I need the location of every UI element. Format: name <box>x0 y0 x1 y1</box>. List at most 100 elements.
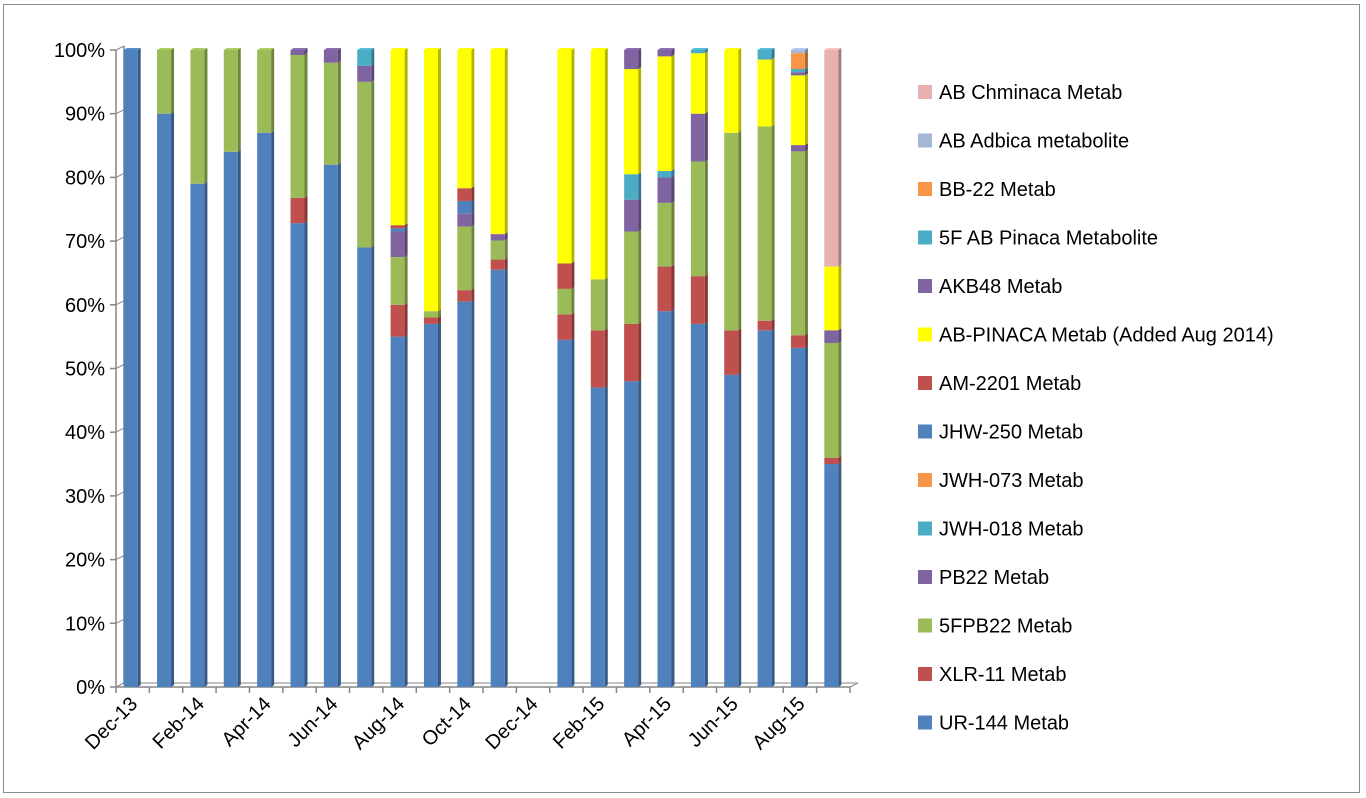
bar-segment <box>757 126 772 321</box>
x-tick-label: Feb-15 <box>549 693 609 753</box>
bar-segment <box>457 213 472 227</box>
x-tick-label: Feb-14 <box>149 693 209 753</box>
bar-segment-side <box>304 195 308 224</box>
y-tick-label: 70% <box>65 231 105 253</box>
bar-segment <box>824 343 839 458</box>
bar-segment <box>557 288 572 315</box>
bar-segment-side <box>804 51 808 70</box>
bar-segment-side <box>337 48 341 63</box>
bar-segment-side <box>638 229 642 324</box>
y-tick-label: 50% <box>65 359 105 381</box>
bar-segment-side <box>504 238 508 260</box>
bar-segment <box>657 311 672 687</box>
bar-segment <box>790 75 805 146</box>
legend-swatch <box>918 327 932 342</box>
bar-segment-side <box>671 309 675 687</box>
bar-segment <box>257 50 272 133</box>
bar-segment-side <box>304 48 308 56</box>
bar-segment-side <box>471 48 475 189</box>
bar-top-cap <box>457 48 475 50</box>
bar-segment <box>223 50 238 152</box>
legend-label: 5F AB Pinaca Metabolite <box>939 228 1158 250</box>
bar-segment-side <box>471 224 475 291</box>
bar-top-cap <box>423 48 441 50</box>
bar-segment <box>457 50 472 189</box>
bar-segment-side <box>704 48 708 54</box>
bar-segment-side <box>704 321 708 687</box>
bar-segment <box>590 330 605 388</box>
y-tick-label: 20% <box>65 550 105 572</box>
bar-top-cap <box>390 48 408 50</box>
bar-segment <box>290 223 305 687</box>
bar-segment <box>724 50 739 133</box>
y-tick-depth <box>115 109 125 115</box>
bar-segment-side <box>271 48 275 133</box>
bar-segment-side <box>337 60 341 165</box>
bar-segment-side <box>171 111 175 687</box>
bar-segment-side <box>471 299 475 687</box>
x-tick-label: Apr-14 <box>218 693 276 751</box>
legend-swatch <box>918 521 932 536</box>
y-tick-label: 10% <box>65 613 105 635</box>
bar-segment-side <box>404 223 408 229</box>
legend-swatch <box>918 279 932 293</box>
bar-segment <box>290 50 305 56</box>
bar-segment <box>390 336 405 687</box>
bar-segment-side <box>771 124 775 321</box>
floor-right-edge <box>849 682 859 688</box>
bar-segment <box>690 276 705 324</box>
bar-segment-side <box>671 175 675 203</box>
legend-swatch <box>918 618 932 633</box>
legend-swatch <box>918 667 932 681</box>
bar-segment <box>657 177 672 203</box>
bar-segment <box>690 113 705 162</box>
legend-swatch <box>918 473 932 487</box>
bar-segment-side <box>604 277 608 331</box>
bar-top-cap <box>490 48 508 50</box>
bar-segment <box>390 304 405 337</box>
bar-segment-side <box>804 149 808 336</box>
bar-segment-side <box>704 159 708 277</box>
bar-segment-side <box>171 48 175 114</box>
bar-top-cap <box>657 48 675 50</box>
bar-segment <box>624 174 639 200</box>
legend-label: JHW-250 Metab <box>939 422 1083 444</box>
legend-label: AB Adbica metabolite <box>939 131 1129 153</box>
x-tick-label: Apr-15 <box>618 693 676 751</box>
bar-segment <box>790 145 805 152</box>
bar-segment-side <box>704 111 708 162</box>
bar-segment <box>624 69 639 175</box>
bar-segment-side <box>571 337 575 687</box>
bar-segment <box>790 72 805 76</box>
bar-segment <box>290 55 305 198</box>
bar-segment <box>390 228 405 232</box>
bar-segment-side <box>804 48 808 54</box>
legend-label: 5FPB22 Metab <box>939 616 1072 638</box>
bar-segment <box>323 62 338 165</box>
bar-top-cap <box>190 48 208 50</box>
bar-segment <box>790 69 805 73</box>
bar-segment-side <box>638 379 642 687</box>
bar-segment-side <box>204 181 208 687</box>
bar-top-cap <box>123 48 141 50</box>
bar-segment <box>657 266 672 312</box>
bar-segment <box>724 330 739 375</box>
x-tick-label: Aug-14 <box>348 693 409 754</box>
legend-label: AKB48 Metab <box>939 276 1062 298</box>
legend-label: AB-PINACA Metab (Added Aug 2014) <box>939 325 1274 347</box>
bar-segment <box>457 188 472 201</box>
bar-segment-side <box>504 257 508 270</box>
bar-segment-side <box>437 48 441 312</box>
bar-top-cap <box>624 48 642 50</box>
legend-swatch <box>918 230 932 245</box>
bar-segment-side <box>237 48 241 152</box>
bar-segment <box>190 183 205 687</box>
bar-segment <box>724 374 739 687</box>
bar-segment-side <box>738 130 742 331</box>
bar-segment <box>257 132 272 687</box>
bar-segment-side <box>804 70 808 76</box>
bar-segment-side <box>638 172 642 200</box>
bar-segment-side <box>571 261 575 289</box>
y-tick-depth <box>115 364 125 369</box>
bar-segment-side <box>404 255 408 305</box>
